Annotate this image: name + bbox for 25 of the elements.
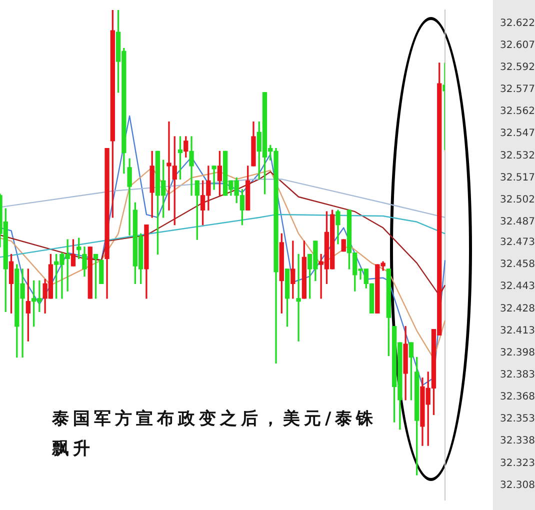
y-tick-label: 32.622 bbox=[500, 18, 535, 29]
y-tick-label: 32.428 bbox=[500, 303, 535, 314]
y-tick-label: 32.502 bbox=[500, 194, 535, 206]
y-tick-label: 32.592 bbox=[500, 62, 535, 73]
y-tick-label: 32.577 bbox=[500, 84, 535, 96]
y-tick-label: 32.308 bbox=[500, 480, 535, 491]
candlestick bbox=[296, 254, 301, 342]
y-tick-label: 32.562 bbox=[500, 106, 535, 118]
y-tick-label: 32.607 bbox=[500, 40, 535, 51]
y-tick-label: 32.383 bbox=[500, 370, 535, 381]
y-tick-label: 32.323 bbox=[500, 458, 535, 469]
y-tick-label: 32.353 bbox=[500, 414, 535, 425]
candlestick bbox=[212, 166, 216, 190]
y-tick-label: 32.443 bbox=[500, 281, 535, 292]
y-tick-label: 32.487 bbox=[500, 216, 535, 228]
y-tick-label: 32.368 bbox=[500, 392, 535, 403]
y-tick-label: 32.398 bbox=[500, 347, 535, 358]
y-tick-label: 32.458 bbox=[500, 259, 535, 270]
y-tick-label: 32.473 bbox=[500, 237, 535, 248]
y-tick-label: 32.413 bbox=[500, 325, 535, 336]
y-tick-label: 32.517 bbox=[500, 172, 535, 184]
annotation: 泰国军方宣布政变之后，美元/泰铢飘升 bbox=[52, 408, 378, 461]
y-tick-label: 32.338 bbox=[500, 436, 535, 447]
y-tick-label: 32.532 bbox=[500, 150, 535, 162]
y-tick-label: 32.547 bbox=[500, 128, 535, 140]
